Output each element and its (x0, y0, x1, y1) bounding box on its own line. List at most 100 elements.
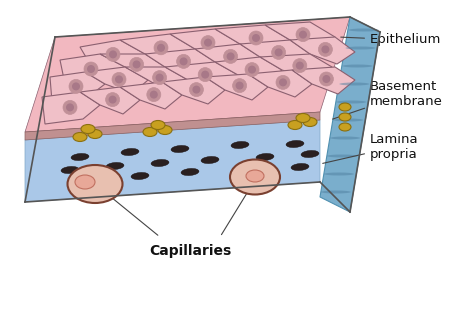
Polygon shape (80, 87, 140, 114)
Circle shape (109, 95, 117, 104)
Polygon shape (195, 44, 260, 70)
Ellipse shape (75, 175, 95, 189)
Circle shape (224, 49, 237, 63)
Circle shape (252, 34, 260, 42)
Circle shape (129, 57, 144, 71)
Ellipse shape (151, 120, 165, 129)
Polygon shape (265, 22, 335, 49)
Circle shape (272, 46, 286, 59)
Ellipse shape (76, 176, 94, 183)
Polygon shape (215, 57, 282, 84)
Ellipse shape (61, 166, 79, 173)
Ellipse shape (143, 128, 157, 137)
Circle shape (201, 71, 209, 79)
Circle shape (147, 88, 161, 102)
Circle shape (201, 36, 215, 50)
Circle shape (72, 82, 80, 90)
Ellipse shape (327, 154, 357, 158)
Circle shape (66, 103, 74, 111)
Ellipse shape (303, 118, 317, 126)
Polygon shape (125, 67, 188, 94)
Ellipse shape (342, 65, 373, 67)
Ellipse shape (286, 140, 304, 148)
Circle shape (112, 72, 126, 86)
Ellipse shape (230, 159, 280, 194)
Circle shape (109, 51, 117, 58)
Circle shape (245, 63, 259, 77)
Ellipse shape (131, 173, 149, 180)
Polygon shape (85, 67, 148, 94)
Polygon shape (120, 82, 182, 109)
Circle shape (106, 47, 120, 61)
Circle shape (321, 46, 329, 53)
Circle shape (157, 44, 165, 52)
Ellipse shape (339, 113, 351, 121)
Polygon shape (205, 74, 268, 100)
Circle shape (177, 54, 191, 68)
Polygon shape (162, 77, 225, 104)
Polygon shape (50, 72, 105, 102)
Circle shape (133, 61, 141, 68)
Circle shape (296, 27, 310, 41)
Circle shape (293, 59, 307, 73)
Ellipse shape (321, 191, 351, 193)
Circle shape (248, 66, 256, 74)
Circle shape (236, 82, 244, 90)
Ellipse shape (201, 156, 219, 163)
Polygon shape (80, 40, 145, 67)
Polygon shape (100, 54, 165, 80)
Polygon shape (240, 40, 310, 67)
Circle shape (296, 61, 304, 70)
Circle shape (319, 72, 333, 86)
Ellipse shape (246, 170, 264, 182)
Polygon shape (320, 17, 380, 212)
Ellipse shape (106, 163, 124, 170)
Ellipse shape (349, 28, 379, 32)
Circle shape (154, 41, 168, 55)
Text: Basement
membrane: Basement membrane (333, 80, 443, 119)
Circle shape (198, 68, 212, 82)
Circle shape (322, 75, 330, 83)
Ellipse shape (339, 82, 369, 85)
Text: Epithelium: Epithelium (341, 33, 441, 46)
Circle shape (299, 31, 307, 39)
Ellipse shape (339, 123, 351, 131)
Circle shape (279, 78, 287, 86)
Polygon shape (120, 34, 195, 62)
Text: Lamina
propria: Lamina propria (323, 133, 419, 163)
Ellipse shape (333, 119, 363, 121)
Polygon shape (292, 67, 355, 94)
Circle shape (115, 76, 123, 83)
Circle shape (204, 39, 212, 46)
Ellipse shape (288, 120, 302, 129)
Circle shape (63, 100, 77, 115)
Ellipse shape (81, 124, 95, 134)
Circle shape (227, 52, 235, 61)
Ellipse shape (73, 133, 87, 142)
Polygon shape (42, 92, 100, 124)
Polygon shape (25, 17, 350, 132)
Ellipse shape (301, 150, 319, 158)
Circle shape (276, 76, 290, 90)
Circle shape (274, 48, 283, 56)
Ellipse shape (339, 103, 351, 111)
Polygon shape (25, 120, 320, 202)
Text: Capillaries: Capillaries (149, 244, 231, 258)
Circle shape (84, 62, 98, 76)
Circle shape (192, 85, 201, 94)
Ellipse shape (346, 46, 375, 50)
Polygon shape (248, 70, 312, 97)
Circle shape (155, 74, 164, 82)
Circle shape (249, 31, 263, 45)
Circle shape (106, 93, 119, 107)
Polygon shape (60, 54, 125, 84)
Ellipse shape (324, 173, 354, 175)
Ellipse shape (88, 129, 102, 139)
Ellipse shape (336, 100, 366, 104)
Circle shape (190, 83, 203, 97)
Circle shape (319, 42, 332, 56)
Circle shape (233, 79, 246, 93)
Ellipse shape (236, 165, 254, 173)
Circle shape (180, 57, 188, 66)
Ellipse shape (256, 154, 274, 161)
